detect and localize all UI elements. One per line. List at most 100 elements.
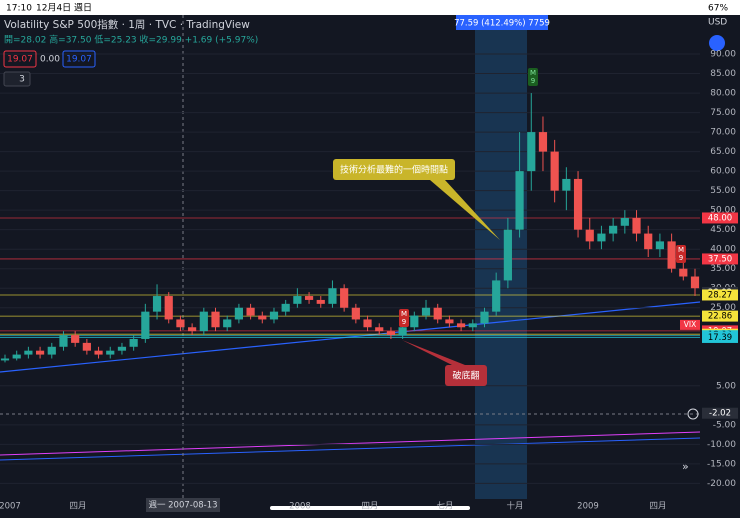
x-tick-label: 七月 bbox=[436, 502, 453, 512]
candle-body bbox=[223, 319, 232, 328]
home-indicator bbox=[270, 506, 470, 510]
trend-line bbox=[0, 431, 701, 456]
marker-bottom: 9 bbox=[402, 318, 406, 326]
candle-body bbox=[386, 331, 396, 336]
marker-bottom: 9 bbox=[531, 77, 535, 85]
candle-body bbox=[35, 350, 45, 355]
candle-body bbox=[655, 241, 665, 250]
battery: 67% bbox=[708, 4, 728, 14]
price-label: 17.39 bbox=[708, 333, 732, 343]
candle-body bbox=[47, 346, 56, 355]
candle-body bbox=[94, 350, 103, 355]
candle-body bbox=[328, 288, 337, 304]
candle-body bbox=[363, 319, 372, 328]
candle-body bbox=[562, 178, 571, 191]
candle-body bbox=[188, 327, 197, 332]
status-bar bbox=[0, 0, 740, 15]
y-tick-label: 75.00 bbox=[710, 108, 736, 118]
candle-body bbox=[421, 307, 431, 316]
time: 17:10 bbox=[6, 4, 32, 14]
price-label-box bbox=[702, 407, 738, 419]
price-label: 22.86 bbox=[708, 312, 732, 322]
input-value: 19.07 bbox=[66, 55, 92, 65]
input-box[interactable] bbox=[3, 50, 37, 68]
candle-body bbox=[667, 241, 676, 269]
price-label-box bbox=[702, 310, 738, 322]
symbol-title: Volatility S&P 500指數 · 1周 · TVC · Tradin… bbox=[4, 18, 250, 31]
annotation-box bbox=[333, 159, 455, 180]
input-box[interactable] bbox=[62, 50, 96, 68]
date: 12月4日 週日 bbox=[36, 3, 92, 14]
scroll-button[interactable]: » bbox=[682, 460, 689, 473]
candle-body bbox=[433, 307, 442, 320]
price-label: 37.50 bbox=[708, 254, 732, 264]
range-highlight bbox=[475, 15, 527, 499]
y-tick-label: 60.00 bbox=[710, 167, 736, 177]
x-tick-label: 2009 bbox=[577, 502, 599, 512]
candle-body bbox=[281, 303, 290, 312]
price-label-box bbox=[702, 212, 738, 224]
y-tick-label: -5.00 bbox=[713, 420, 737, 430]
y-tick-label: 35.00 bbox=[710, 264, 736, 274]
candle-body bbox=[234, 307, 243, 320]
crosshair-label: 週一 2007-08-13 bbox=[148, 501, 217, 511]
candle-body bbox=[468, 323, 477, 328]
candle-body bbox=[573, 178, 583, 230]
y-tick-label: 25.00 bbox=[710, 303, 736, 313]
y-tick-label: -20.00 bbox=[707, 479, 736, 489]
y-tick-label: 70.00 bbox=[710, 128, 736, 138]
candle-body bbox=[71, 335, 80, 343]
candle-body bbox=[375, 327, 384, 332]
marker-box bbox=[676, 245, 686, 263]
candle-body bbox=[316, 299, 325, 304]
candle-body bbox=[632, 217, 641, 234]
candle-body bbox=[457, 323, 466, 328]
y-tick-label: 50.00 bbox=[710, 206, 736, 216]
candle-body bbox=[246, 307, 255, 316]
candle-body bbox=[199, 311, 208, 332]
y-tick-label: 5.00 bbox=[716, 381, 736, 391]
collapse-button[interactable] bbox=[3, 71, 31, 87]
candle-body bbox=[690, 276, 700, 289]
y-tick-label: 85.00 bbox=[710, 69, 736, 79]
marker-bottom: 9 bbox=[679, 254, 683, 262]
annotation: 技術分析最難的一個時間點 bbox=[340, 164, 448, 176]
candle-body bbox=[269, 311, 279, 320]
candle-body bbox=[258, 315, 267, 320]
candle-body bbox=[538, 132, 548, 152]
y-tick-label: 55.00 bbox=[710, 186, 736, 196]
candle-body bbox=[550, 151, 559, 191]
candle-body bbox=[211, 311, 220, 328]
y-tick-label: 40.00 bbox=[710, 245, 736, 255]
y-tick-label: 90.00 bbox=[710, 50, 736, 60]
currency: USD bbox=[708, 18, 727, 28]
candle-body bbox=[12, 354, 21, 359]
candle-body bbox=[398, 327, 407, 336]
candle-body bbox=[129, 338, 138, 347]
marker-top: M bbox=[530, 69, 536, 77]
add-button[interactable] bbox=[687, 408, 699, 420]
candle-body bbox=[340, 288, 349, 308]
candle-body bbox=[609, 225, 618, 234]
candle-body bbox=[141, 311, 150, 339]
annotation: 破底翻 bbox=[452, 370, 479, 382]
crosshair-label-box bbox=[146, 498, 220, 512]
settings-button[interactable] bbox=[709, 35, 725, 51]
candle-body bbox=[164, 296, 173, 320]
y-tick-label: 45.00 bbox=[710, 225, 736, 235]
candle-body bbox=[679, 268, 688, 277]
ohlc: 開=28.02 高=37.50 低=25.23 收=29.99 +1.69 (+… bbox=[4, 34, 258, 46]
candle-body bbox=[480, 311, 489, 324]
x-tick-label: 十月 bbox=[506, 501, 523, 512]
candle-body bbox=[0, 358, 10, 361]
input-value: 0.00 bbox=[40, 55, 60, 65]
plot bbox=[0, 53, 700, 484]
price-label-box bbox=[702, 289, 738, 301]
marker-box bbox=[528, 68, 538, 86]
candle-body bbox=[106, 350, 115, 355]
price-label-box bbox=[702, 331, 738, 343]
vix-tag-box bbox=[680, 319, 700, 330]
marker-top: M bbox=[678, 246, 684, 254]
candle-body bbox=[117, 346, 127, 351]
